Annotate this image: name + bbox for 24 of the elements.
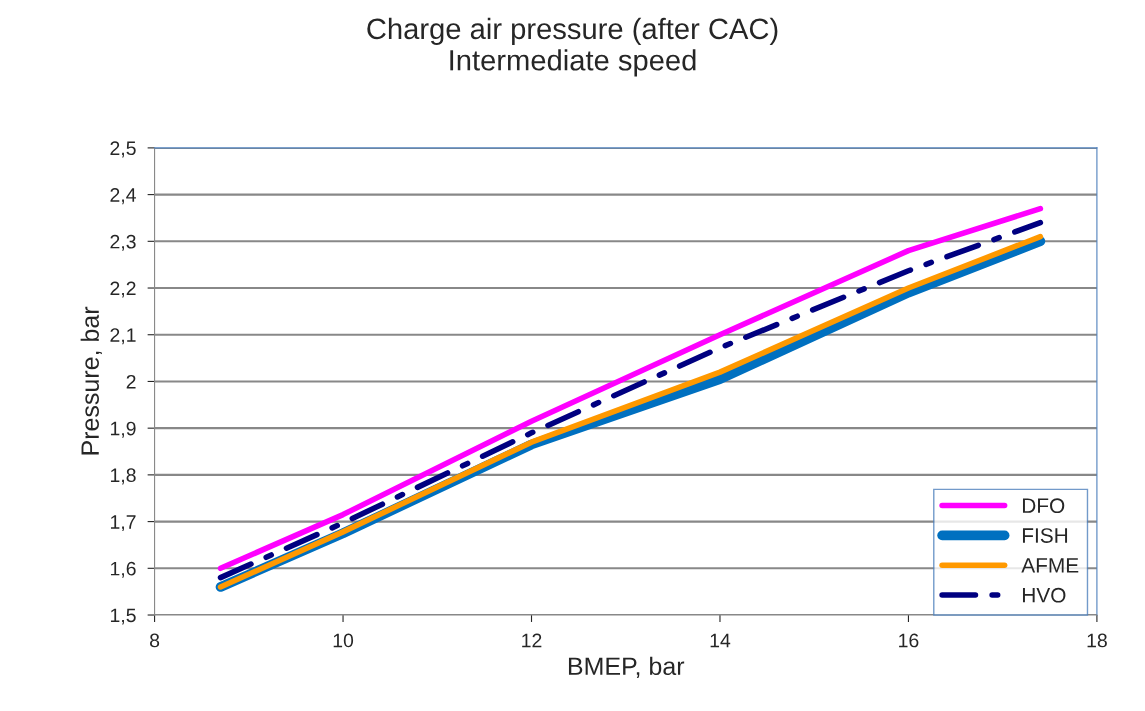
y-axis-title: Pressure, bar [80, 306, 102, 455]
chart-title: Charge air pressure (after CAC) Intermediate speed [367, 17, 778, 77]
x-tick-label: 18 [1087, 633, 1107, 648]
x-tick-label: 16 [899, 633, 919, 648]
legend-label: HVO [1022, 587, 1066, 603]
y-tick-label: 2,4 [110, 188, 136, 205]
y-tick-label: 1,7 [110, 515, 136, 532]
y-tick-label: 2,5 [110, 141, 136, 158]
y-tick-label: 2,1 [110, 328, 136, 345]
legend-label: AFME [1021, 558, 1079, 573]
y-tick-label: 1,8 [110, 468, 136, 485]
y-tick-label: 2,2 [110, 281, 136, 298]
x-tick-label: 12 [522, 633, 542, 648]
x-tick-label: 8 [150, 633, 160, 648]
y-tick-label: 1,5 [110, 608, 136, 625]
x-tick-label: 10 [333, 633, 354, 648]
x-axis-title: BMEP, bar [568, 656, 685, 679]
x-tick-label: 14 [710, 633, 731, 648]
legend-label: DFO [1022, 498, 1065, 514]
legend-label: FISH [1022, 528, 1068, 543]
y-tick-label: 1,6 [110, 561, 136, 578]
y-tick-label: 1,9 [110, 421, 136, 438]
y-tick-label: 2 [126, 374, 136, 389]
y-tick-label: 2,3 [110, 234, 136, 251]
